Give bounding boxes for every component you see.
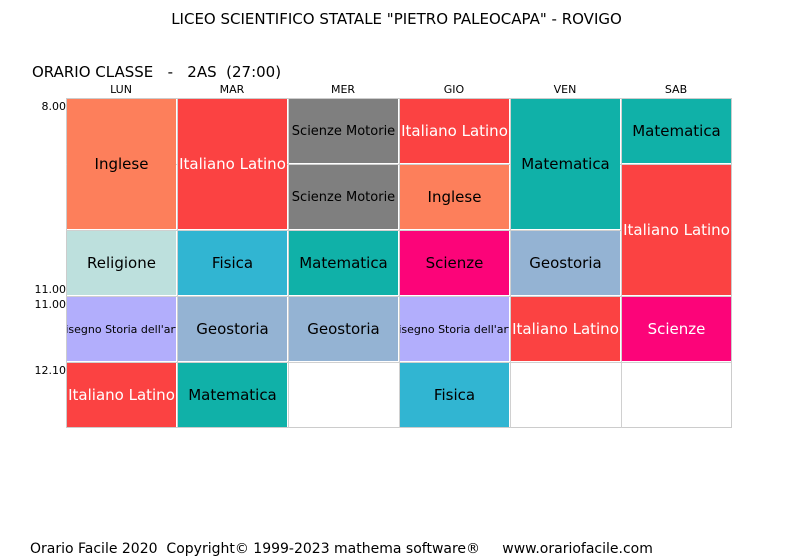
grid-column-divider [621,98,622,428]
lesson-cell: Inglese [67,99,176,229]
lesson-cell: Matematica [178,363,287,427]
time-label-start: 8.00 [41,100,67,113]
grid-column-divider [288,98,289,428]
lesson-cell: Scienze Motorie [289,165,398,229]
time-label-last: 12.10 [34,364,67,377]
grid-column-divider [399,98,400,428]
grid-row-divider [66,164,732,165]
lesson-cell: Disegno Storia dell'arte [67,297,176,361]
day-header-gio: GIO [443,83,465,96]
lesson-cell: Italiano Latino [67,363,176,427]
lesson-cell: Matematica [511,99,620,229]
grid-row-divider [66,362,732,363]
lesson-cell: Italiano Latino [178,99,287,229]
lesson-cell: Italiano Latino [511,297,620,361]
grid-row-divider [66,296,732,297]
class-subtitle: ORARIO CLASSE - 2AS (27:00) [32,63,282,81]
grid-column-divider [177,98,178,428]
page-title: LICEO SCIENTIFICO STATALE "PIETRO PALEOC… [171,10,622,28]
lesson-cell: Matematica [289,231,398,295]
footer-copyright: Orario Facile 2020 Copyright© 1999-2023 … [30,541,653,557]
lesson-cell: Italiano Latino [622,165,731,295]
time-label-break-start: 11.00 [34,298,67,311]
lesson-cell: Matematica [622,99,731,163]
grid-row-divider [66,230,732,231]
lesson-cell: Italiano Latino [400,99,509,163]
lesson-cell: Geostoria [178,297,287,361]
lesson-cell: Geostoria [511,231,620,295]
day-header-mar: MAR [219,83,245,96]
day-header-lun: LUN [110,83,132,96]
lesson-cell: Fisica [178,231,287,295]
day-header-mer: MER [330,83,356,96]
lesson-cell: Scienze [622,297,731,361]
lesson-cell: Scienze [400,231,509,295]
day-header-sab: SAB [664,83,688,96]
lesson-cell: Disegno Storia dell'arte [400,297,509,361]
lesson-cell: Inglese [400,165,509,229]
lesson-cell: Religione [67,231,176,295]
time-label-break-end: 11.00 [34,283,67,296]
lesson-cell: Geostoria [289,297,398,361]
lesson-cell: Fisica [400,363,509,427]
grid-column-divider [510,98,511,428]
day-header-ven: VEN [553,83,577,96]
lesson-cell: Scienze Motorie [289,99,398,163]
